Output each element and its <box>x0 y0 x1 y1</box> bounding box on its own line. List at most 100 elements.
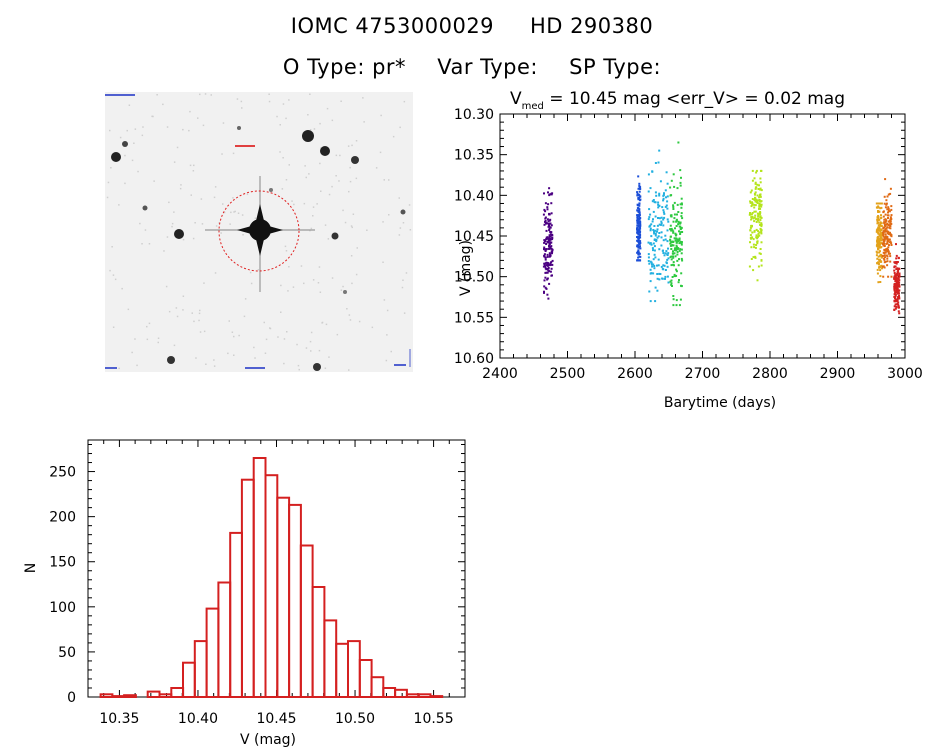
sky-noise-pixel <box>288 266 290 268</box>
data-point <box>881 254 884 257</box>
data-point <box>681 259 684 262</box>
data-point <box>544 217 547 220</box>
data-point <box>897 305 900 308</box>
data-point <box>660 222 663 225</box>
data-point <box>665 196 667 199</box>
data-point <box>672 206 675 208</box>
data-point <box>751 231 754 234</box>
data-point <box>636 224 639 227</box>
sky-noise-pixel <box>144 229 147 231</box>
data-point <box>639 247 642 250</box>
sky-noise-pixel <box>344 221 347 224</box>
sky-noise-pixel <box>173 344 176 347</box>
light-curve-xlabel: Barytime (days) <box>664 395 776 411</box>
data-point <box>890 242 893 245</box>
data-point <box>759 181 762 184</box>
data-point <box>883 226 886 229</box>
data-point <box>677 281 680 284</box>
data-point <box>665 171 668 174</box>
data-point <box>896 300 899 303</box>
data-point <box>676 238 679 241</box>
sky-noise-pixel <box>371 326 374 329</box>
data-point <box>887 209 890 212</box>
sky-noise-pixel <box>347 145 350 147</box>
data-point <box>876 257 879 260</box>
data-point <box>758 204 761 207</box>
data-point <box>877 226 880 229</box>
sky-noise-pixel <box>263 321 265 324</box>
sky-noise-pixel <box>319 291 322 293</box>
sky-noise-pixel <box>192 170 195 172</box>
data-point <box>885 219 888 222</box>
data-point <box>548 229 551 232</box>
sky-noise-pixel <box>331 185 333 188</box>
sky-noise-pixel <box>327 238 330 240</box>
data-point <box>660 220 663 223</box>
sky-noise-pixel <box>351 144 353 147</box>
data-point <box>662 224 665 227</box>
data-point <box>756 242 759 245</box>
data-point <box>678 304 681 307</box>
data-point <box>893 289 896 292</box>
sky-noise-pixel <box>335 154 338 157</box>
data-point <box>659 180 662 183</box>
data-point <box>680 197 683 200</box>
data-point <box>650 223 653 226</box>
data-point <box>636 203 639 206</box>
sky-noise-pixel <box>246 193 249 196</box>
data-point <box>657 264 660 267</box>
data-point <box>759 252 762 255</box>
sky-noise-pixel <box>355 273 358 276</box>
sky-noise-pixel <box>312 206 315 208</box>
data-point <box>749 212 751 214</box>
data-point <box>551 274 553 277</box>
data-point <box>894 303 897 306</box>
sky-noise-pixel <box>288 164 290 166</box>
data-point <box>749 229 752 232</box>
sky-noise-pixel <box>349 180 352 183</box>
data-point <box>889 233 892 235</box>
data-point <box>875 254 878 257</box>
sky-noise-pixel <box>199 93 201 96</box>
data-point <box>650 272 653 275</box>
data-point <box>666 182 669 185</box>
sky-noise-pixel <box>229 223 231 225</box>
data-point <box>657 258 660 261</box>
data-point <box>662 197 665 200</box>
data-point <box>667 220 670 223</box>
data-point <box>760 203 763 206</box>
data-point <box>670 179 673 182</box>
data-point <box>662 209 665 212</box>
data-point <box>637 238 640 241</box>
data-point <box>751 201 753 204</box>
sky-noise-pixel <box>171 222 174 225</box>
sky-noise-pixel <box>342 209 344 212</box>
sky-noise-pixel <box>366 229 368 231</box>
star <box>142 205 148 211</box>
data-point <box>887 220 890 223</box>
data-point <box>664 277 666 280</box>
data-point <box>675 237 678 240</box>
histogram-bar <box>146 690 161 699</box>
histogram-bar <box>347 640 361 699</box>
data-point <box>548 222 551 225</box>
data-point <box>750 246 753 249</box>
data-point <box>890 208 893 211</box>
data-point <box>547 237 550 240</box>
sky-noise-pixel <box>386 334 388 336</box>
sky-noise-pixel <box>307 114 309 116</box>
data-point <box>879 253 882 256</box>
data-point <box>662 194 665 196</box>
data-point <box>875 206 878 209</box>
data-point <box>652 272 655 275</box>
data-point <box>876 237 879 240</box>
sky-noise-pixel <box>182 238 185 241</box>
data-point <box>677 223 680 226</box>
data-point <box>897 276 900 279</box>
star <box>269 188 273 192</box>
data-point <box>679 248 682 251</box>
data-point <box>879 202 882 205</box>
data-point <box>673 273 676 276</box>
sky-noise-pixel <box>399 227 402 229</box>
data-point <box>897 282 900 285</box>
